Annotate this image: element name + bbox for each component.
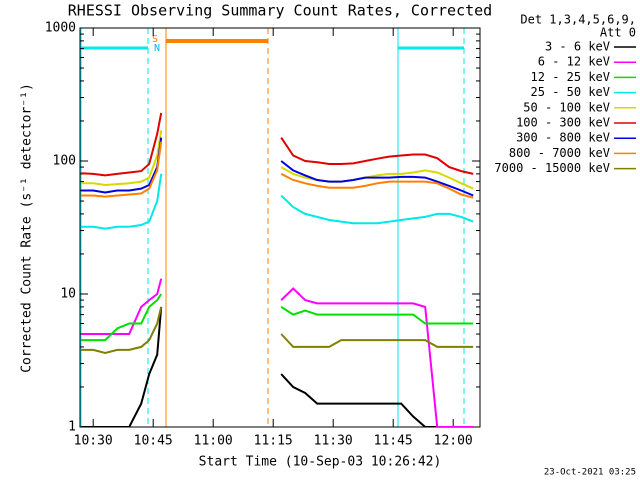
- legend-label: 3 - 6 keV: [545, 40, 610, 54]
- series-line: [81, 141, 474, 199]
- legend-title: Att 0: [600, 26, 636, 40]
- annotation: S: [152, 34, 158, 45]
- x-axis-label: Start Time (10-Sep-03 10:26:42): [199, 455, 442, 470]
- x-tick-label: 10:30: [74, 434, 113, 449]
- series-line: [81, 112, 474, 177]
- series-line: [81, 278, 474, 427]
- series-line: [81, 137, 474, 197]
- x-tick-label: 12:00: [434, 434, 473, 449]
- y-tick-label: 10: [60, 287, 76, 302]
- series-line: [81, 293, 474, 342]
- x-tick-label: 10:45: [134, 434, 173, 449]
- plot-area: [81, 112, 474, 427]
- series-line: [81, 130, 474, 190]
- legend-title: Det 1,3,4,5,6,9,: [520, 13, 636, 27]
- legend-label: 800 - 7000 keV: [509, 146, 610, 160]
- legend-label: 300 - 800 keV: [516, 131, 610, 145]
- legend-label: 7000 - 15000 keV: [494, 161, 610, 175]
- x-tick-label: 11:30: [314, 434, 353, 449]
- x-tick-label: 11:45: [374, 434, 413, 449]
- chart-title: RHESSI Observing Summary Count Rates, Co…: [68, 2, 492, 20]
- legend-label: 100 - 300 keV: [516, 116, 610, 130]
- legend-label: 6 - 12 keV: [538, 55, 610, 69]
- series-line: [81, 306, 474, 427]
- legend-label: 50 - 100 keV: [523, 100, 610, 114]
- x-tick-label: 11:15: [254, 434, 293, 449]
- legend-label: 25 - 50 keV: [531, 85, 610, 99]
- y-tick-label: 100: [53, 154, 76, 169]
- y-axis-label: Corrected Count Rate (s⁻¹ detector⁻¹): [20, 83, 35, 373]
- legend-label: 12 - 25 keV: [531, 70, 610, 84]
- annotation: N: [154, 43, 160, 54]
- x-tick-label: 11:00: [194, 434, 233, 449]
- markers: [80, 28, 465, 427]
- footer: 23-Oct-2021 03:25: [544, 468, 636, 478]
- series-line: [81, 306, 474, 355]
- y-tick-label: 1000: [45, 21, 76, 36]
- y-tick-label: 1: [68, 420, 76, 435]
- plot-frame: [79, 27, 481, 428]
- series-line: [81, 173, 474, 230]
